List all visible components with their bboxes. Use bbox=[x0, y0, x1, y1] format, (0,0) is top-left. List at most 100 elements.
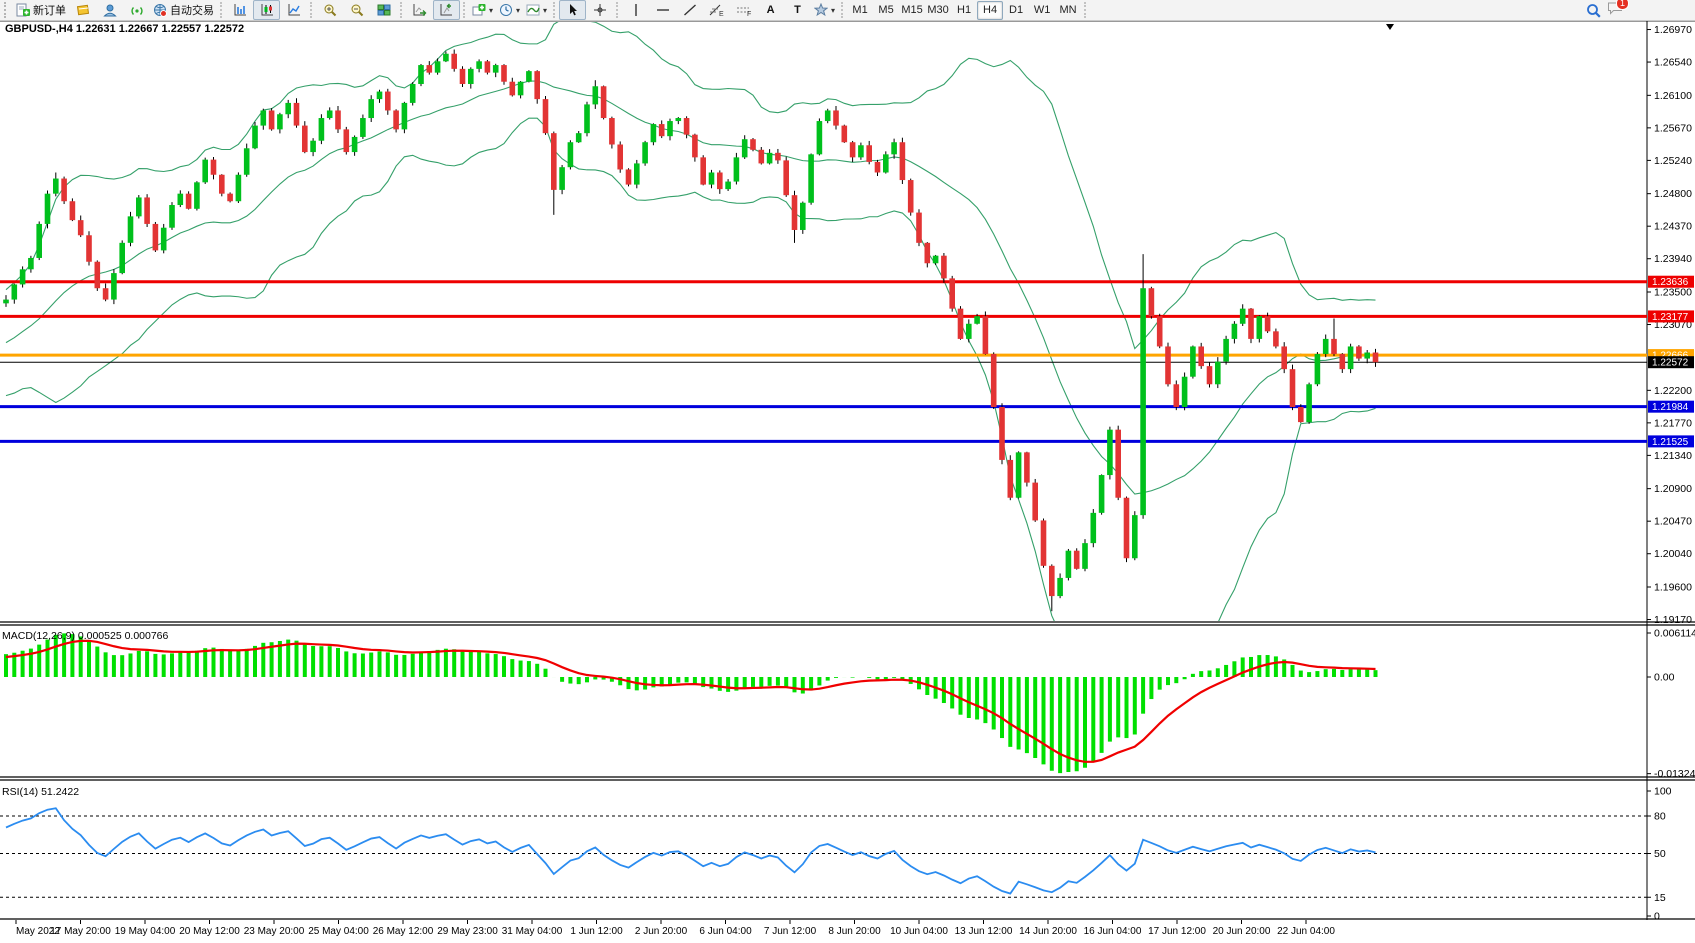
new-chart-dropdown[interactable]: ▾ bbox=[469, 0, 496, 20]
timeframe-h1-button[interactable]: H1 bbox=[957, 4, 972, 16]
cursor-icon bbox=[567, 3, 579, 17]
time-axis-label: 22 Jun 04:00 bbox=[1277, 926, 1335, 937]
tile-icon bbox=[377, 3, 391, 17]
timeframe-mn-button[interactable]: MN bbox=[1059, 4, 1077, 16]
price-level-badge: 1.21984 bbox=[1652, 402, 1689, 413]
signals-button[interactable] bbox=[123, 0, 150, 20]
timeframe-m5-button[interactable]: M5 bbox=[878, 4, 894, 16]
chevron-down-icon: ▾ bbox=[489, 5, 494, 15]
community-icon bbox=[102, 3, 117, 17]
time-axis-label: 23 May 20:00 bbox=[244, 926, 305, 937]
timeframe-w1-button[interactable]: W1 bbox=[1033, 4, 1051, 16]
new-order-button[interactable]: 新订单 bbox=[13, 0, 69, 20]
time-axis-label: 2 Jun 20:00 bbox=[635, 926, 688, 937]
bars-icon bbox=[233, 3, 247, 17]
trendline-button[interactable] bbox=[676, 0, 703, 20]
price-level-badge: 1.21525 bbox=[1652, 437, 1689, 448]
zoom-out-button[interactable] bbox=[343, 0, 370, 20]
chat-button[interactable]: 1 bbox=[1607, 0, 1629, 20]
horizontal-line-button[interactable] bbox=[649, 0, 676, 20]
bar-chart-button[interactable] bbox=[226, 0, 253, 20]
rsi-axis-tick: 15 bbox=[1654, 892, 1666, 904]
macd-indicator-label: MACD(12,26,9) 0.000525 0.000766 bbox=[2, 630, 169, 642]
search-button[interactable] bbox=[1580, 0, 1607, 20]
tile-windows-button[interactable] bbox=[370, 0, 397, 20]
fibonacci-button[interactable]: E bbox=[703, 0, 730, 20]
price-axis-tick: 1.21770 bbox=[1654, 417, 1692, 429]
bollinger-upper-band bbox=[5, 22, 1376, 350]
community-button[interactable] bbox=[96, 0, 123, 20]
market-button[interactable] bbox=[69, 0, 96, 20]
label-button-glyph: T bbox=[794, 4, 801, 16]
time-axis-label: 17 May 20:00 bbox=[50, 926, 111, 937]
timeframe-m15-button[interactable]: M15 bbox=[901, 4, 923, 16]
cursor-button[interactable] bbox=[559, 0, 587, 20]
timeframe-m30-button[interactable]: M30 bbox=[927, 4, 949, 16]
timeframe-d1-button[interactable]: D1 bbox=[1009, 4, 1024, 16]
text-button-glyph: A bbox=[766, 4, 775, 16]
price-axis-tick: 1.26970 bbox=[1654, 24, 1692, 36]
label-button[interactable]: T bbox=[784, 0, 811, 20]
price-level-badge: 1.23636 bbox=[1652, 277, 1689, 288]
macd-panel[interactable] bbox=[4, 633, 1378, 774]
time-axis-label: 20 Jun 20:00 bbox=[1213, 926, 1271, 937]
algo-icon bbox=[153, 3, 168, 17]
chart-shift-button[interactable] bbox=[433, 0, 460, 20]
vertical-line-button[interactable] bbox=[622, 0, 649, 20]
toolbar-separator bbox=[616, 2, 619, 18]
hline-icon bbox=[656, 3, 670, 17]
chart-title-ohlc: GBPUSD-,H4 1.22631 1.22667 1.22557 1.225… bbox=[5, 23, 244, 35]
chart-canvas[interactable]: 1.26970 1.26540 1.26100 1.25670 1.25240 1.248… bbox=[0, 21, 1695, 938]
toolbar-separator bbox=[841, 2, 844, 18]
time-axis-label: 25 May 04:00 bbox=[308, 926, 369, 937]
shift-icon bbox=[439, 3, 454, 17]
chart-shift-marker bbox=[1386, 24, 1394, 30]
auto-scroll-button[interactable] bbox=[406, 0, 433, 20]
rsi-axis-tick: 80 bbox=[1654, 811, 1666, 823]
line-chart-button[interactable] bbox=[280, 0, 307, 20]
chevron-down-icon: ▾ bbox=[516, 5, 521, 15]
time-axis-label: 19 May 04:00 bbox=[115, 926, 176, 937]
zoom-in-button[interactable] bbox=[316, 0, 343, 20]
rsi-panel[interactable] bbox=[0, 807, 1647, 898]
rsi-axis-tick: 0 bbox=[1654, 911, 1660, 923]
price-axis[interactable]: 1.26970 1.26540 1.26100 1.25670 1.25240 1.248… bbox=[1647, 24, 1695, 923]
rsi-indicator-label: RSI(14) 51.2422 bbox=[2, 786, 79, 798]
autoscroll-icon bbox=[412, 3, 427, 17]
toolbar-separator bbox=[220, 2, 223, 18]
objects-icon bbox=[814, 3, 829, 17]
time-axis-label: 10 Jun 04:00 bbox=[890, 926, 948, 937]
market-icon bbox=[76, 3, 90, 17]
bollinger-middle-band bbox=[5, 80, 1376, 495]
price-axis-tick: 1.20900 bbox=[1654, 483, 1692, 495]
chart-window[interactable]: 1.26970 1.26540 1.26100 1.25670 1.25240 1.248… bbox=[0, 21, 1695, 938]
timeframe-h4-button[interactable]: H4 bbox=[977, 0, 1004, 20]
indicator-icon bbox=[526, 3, 540, 17]
text-button[interactable]: A bbox=[757, 0, 784, 20]
time-axis-label: May 2022 bbox=[16, 926, 60, 937]
crosshair-button[interactable] bbox=[586, 0, 613, 20]
timeframe-dropdown[interactable]: ▾ bbox=[496, 0, 523, 20]
notification-badge: 1 bbox=[1616, 0, 1629, 10]
price-axis-tick: 1.25670 bbox=[1654, 122, 1692, 134]
main-price-panel[interactable] bbox=[0, 21, 1647, 665]
objects-dropdown[interactable]: ▾ bbox=[811, 0, 838, 20]
timeframe-m1-button[interactable]: M1 bbox=[852, 4, 868, 16]
search-icon bbox=[1586, 3, 1601, 18]
price-axis-tick: 1.19600 bbox=[1654, 581, 1692, 593]
zoomin-icon bbox=[323, 3, 337, 17]
newchart-icon bbox=[472, 3, 486, 17]
indicators-dropdown[interactable]: ▾ bbox=[523, 0, 550, 20]
algo-trading-button-label: 自动交易 bbox=[170, 5, 214, 17]
channel-button[interactable]: F bbox=[730, 0, 757, 20]
time-axis-label: 20 May 12:00 bbox=[179, 926, 240, 937]
price-axis-tick: 1.25240 bbox=[1654, 155, 1692, 167]
candlestick-chart-button[interactable] bbox=[253, 0, 280, 20]
toolbar-separator bbox=[1084, 2, 1087, 18]
svg-text:F: F bbox=[747, 11, 751, 17]
fibo-icon: E bbox=[709, 3, 725, 17]
algo-trading-button[interactable]: 自动交易 bbox=[150, 0, 217, 20]
new-order-icon bbox=[16, 3, 31, 17]
